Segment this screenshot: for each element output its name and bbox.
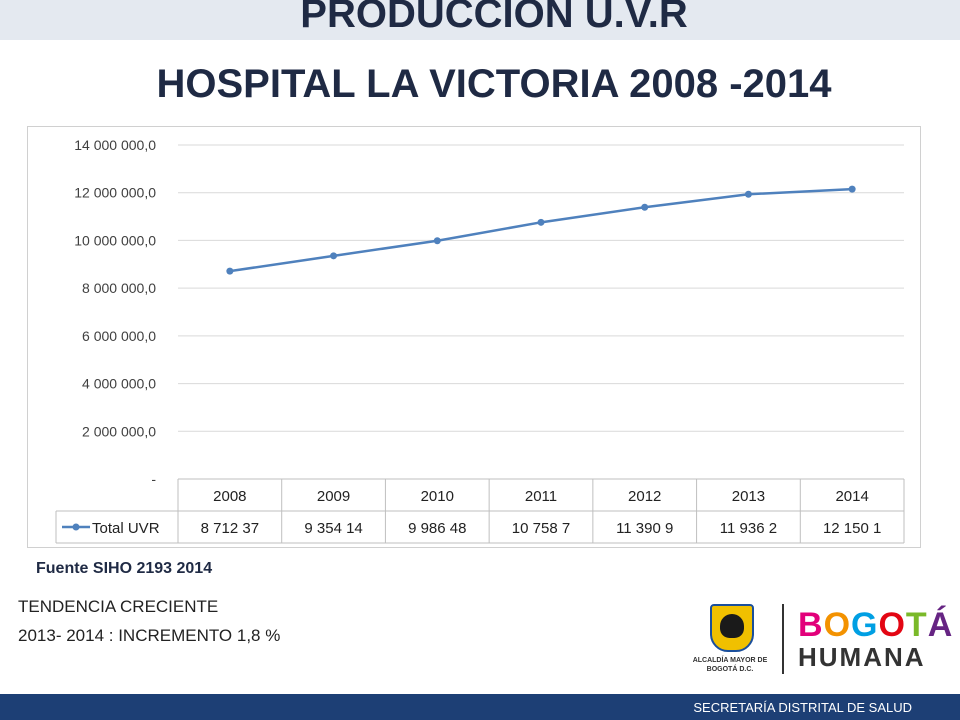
bogota-logo: BOGOTÁ	[798, 606, 953, 645]
chart-canvas: - 2 000 000,0 4 000 000,0 6 000 000,0 8 000 …	[55, 137, 905, 544]
bogota-letter: G	[851, 606, 879, 644]
series-line-total-uvr	[229, 187, 853, 273]
table-value: 9 354 14	[304, 520, 362, 537]
legend-label: Total UVR	[92, 520, 160, 537]
y-tick-label: 6 000 000,0	[82, 328, 156, 344]
table-value: 12 150 1	[823, 520, 881, 537]
data-point	[744, 190, 752, 198]
bogota-shield-icon	[710, 604, 754, 652]
bogota-letter: O	[823, 606, 852, 644]
x-category-label: 2009	[317, 488, 350, 505]
humana-logo: HUMANA	[798, 642, 926, 672]
y-tick-label: 2 000 000,0	[82, 423, 156, 439]
footer-text: SECRETARÍA DISTRITAL DE SALUD	[693, 700, 912, 715]
data-point	[330, 252, 338, 260]
y-tick-label: -	[151, 471, 156, 487]
y-tick-label: 12 000 000,0	[74, 185, 156, 201]
source-note: Fuente SIHO 2193 2014	[36, 560, 213, 577]
table-value: 8 712 37	[201, 520, 259, 537]
y-tick-label: 8 000 000,0	[82, 280, 156, 296]
x-category-label: 2011	[525, 488, 557, 505]
x-category-label: 2012	[628, 488, 661, 505]
data-point	[641, 203, 649, 211]
x-category-label: 2008	[213, 488, 246, 505]
table-value: 11 936 2	[720, 520, 777, 537]
legend-marker	[72, 523, 80, 531]
table-value: 11 390 9	[616, 520, 673, 537]
table-value: 10 758 7	[512, 520, 570, 537]
y-tick-label: 14 000 000,0	[74, 137, 156, 153]
slide-title: PRODUCCION U.V.R	[300, 0, 688, 36]
bogota-letter: B	[798, 606, 824, 644]
data-point	[226, 267, 234, 275]
x-category-label: 2013	[732, 488, 765, 505]
alcaldia-logo-text: ALCALDÍA MAYOR DE BOGOTÁ D.C.	[692, 657, 768, 673]
data-point	[537, 218, 545, 226]
y-tick-label: 10 000 000,0	[74, 232, 156, 248]
x-category-label: 2010	[421, 488, 454, 505]
line-chart: - 2 000 000,0 4 000 000,0 6 000 000,0 8 000 …	[27, 126, 921, 548]
bogota-letter: Á	[927, 606, 954, 644]
title-band	[0, 0, 960, 40]
data-point	[848, 185, 856, 193]
bogota-letter: T	[905, 606, 928, 644]
footer-bar: SECRETARÍA DISTRITAL DE SALUD	[0, 694, 960, 720]
data-point	[433, 237, 441, 245]
x-category-label: 2014	[835, 488, 868, 505]
y-tick-label: 4 000 000,0	[82, 376, 156, 392]
trend-label: TENDENCIA CRECIENTE	[18, 597, 219, 616]
logo-divider	[782, 604, 784, 674]
bogota-letter: O	[878, 606, 906, 644]
slide-subtitle: HOSPITAL LA VICTORIA 2008 -2014	[156, 62, 832, 106]
table-value: 9 986 48	[408, 520, 466, 537]
trend-increment: 2013- 2014 : INCREMENTO 1,8 %	[18, 626, 281, 645]
logos: ALCALDÍA MAYOR DE BOGOTÁ D.C. BOGOTÁ HUM…	[680, 600, 952, 690]
